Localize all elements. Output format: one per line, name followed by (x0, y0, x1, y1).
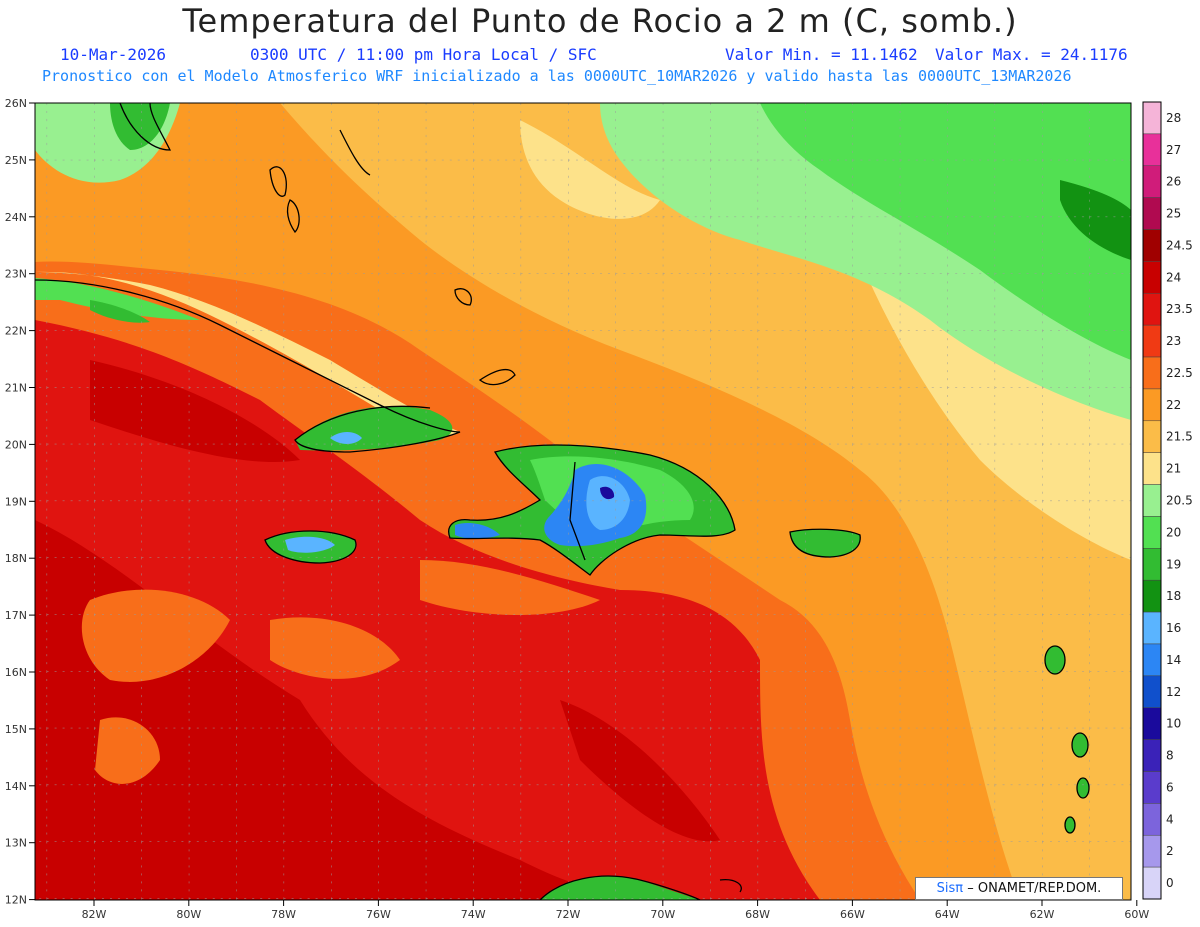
colorbar-swatch (1142, 866, 1162, 900)
colorbar-swatch (1142, 197, 1162, 230)
colorbar-swatch (1142, 643, 1162, 677)
colorbar-label: 0 (1166, 876, 1174, 890)
colorbar-swatch (1142, 516, 1162, 549)
colorbar-swatch (1142, 101, 1162, 135)
colorbar-label: 10 (1166, 717, 1181, 731)
colorbar-label: 24.5 (1166, 238, 1193, 252)
colorbar: 2827262524.52423.52322.52221.52120.52019… (1142, 101, 1193, 900)
colorbar-swatch (1142, 356, 1162, 390)
colorbar-label: 21 (1166, 462, 1181, 476)
lat-label: 23N (5, 268, 27, 281)
lon-label: 66W (840, 908, 865, 921)
lat-label: 25N (5, 154, 27, 167)
colorbar-swatch (1142, 293, 1162, 326)
colorbar-label: 26 (1166, 175, 1181, 189)
colorbar-label: 25 (1166, 207, 1181, 221)
colorbar-swatch (1142, 420, 1162, 453)
colorbar-swatch (1142, 611, 1162, 645)
colorbar-swatch (1142, 261, 1162, 294)
lon-label: 64W (935, 908, 960, 921)
colorbar-label: 8 (1166, 749, 1174, 763)
colorbar-label: 16 (1166, 621, 1181, 635)
colorbar-swatch (1142, 675, 1162, 708)
colorbar-label: 28 (1166, 111, 1181, 125)
credit-box: Sisπ – ONAMET/REP.DOM. (915, 877, 1123, 900)
model-info: Pronostico con el Modelo Atmosferico WRF… (42, 67, 1072, 85)
colorbar-label: 2 (1166, 844, 1174, 858)
longitude-axis: 82W 80W 78W 76W 74W 72W 70W 68W 66W 64W 62W 60W (82, 900, 1149, 921)
lon-label: 60W (1124, 908, 1149, 921)
forecast-time: 0300 UTC / 11:00 pm Hora Local / SFC (250, 45, 597, 64)
lat-label: 16N (5, 666, 27, 679)
lon-label: 76W (366, 908, 391, 921)
colorbar-swatch (1142, 165, 1162, 198)
lat-label: 21N (5, 382, 27, 395)
sis-logo-text: Sisπ (936, 881, 964, 896)
colorbar-frame (1142, 101, 1162, 900)
lon-label: 78W (271, 908, 296, 921)
lat-label: 14N (5, 780, 27, 793)
colorbar-swatch (1142, 579, 1162, 613)
lat-label: 17N (5, 609, 27, 622)
credit-text: – ONAMET/REP.DOM. (967, 881, 1102, 896)
lon-label: 70W (650, 908, 675, 921)
colorbar-label: 14 (1166, 653, 1181, 667)
colorbar-label: 12 (1166, 685, 1181, 699)
colorbar-swatch (1142, 324, 1162, 358)
coastlines (35, 103, 1090, 900)
colorbar-label: 21.5 (1166, 430, 1193, 444)
colorbar-swatch (1142, 452, 1162, 485)
lon-label: 72W (556, 908, 581, 921)
colorbar-label: 19 (1166, 557, 1181, 571)
lon-label: 68W (745, 908, 770, 921)
max-value: Valor Max. = 24.1176 (935, 45, 1128, 64)
colorbar-label: 22 (1166, 398, 1181, 412)
colorbar-label: 20 (1166, 525, 1181, 539)
colorbar-label: 20.5 (1166, 494, 1193, 508)
lat-label: 12N (5, 894, 27, 907)
colorbar-label: 23.5 (1166, 302, 1193, 316)
forecast-date: 10-Mar-2026 (60, 45, 166, 64)
lat-label: 24N (5, 211, 27, 224)
lon-label: 74W (461, 908, 486, 921)
colorbar-swatch (1142, 834, 1162, 868)
lat-label: 13N (5, 837, 27, 850)
map-title: Temperatura del Punto de Rocio a 2 m (C,… (182, 2, 1018, 40)
colorbar-label: 22.5 (1166, 366, 1193, 380)
colorbar-label: 6 (1166, 780, 1174, 794)
colorbar-swatch (1142, 548, 1162, 581)
colorbar-label: 18 (1166, 589, 1181, 603)
colorbar-swatch (1142, 229, 1162, 262)
colorbar-label: 4 (1166, 812, 1174, 826)
lat-label: 19N (5, 495, 27, 508)
colorbar-swatch (1142, 771, 1162, 804)
latitude-axis: 26N 25N 24N 23N 22N 21N 20N 19N 18N 17N 16N 15N 14N 1… (5, 97, 35, 907)
colorbar-label: 24 (1166, 270, 1181, 284)
colorbar-swatch (1142, 388, 1162, 422)
min-value: Valor Min. = 11.1462 (725, 45, 918, 64)
lat-label: 15N (5, 723, 27, 736)
colorbar-swatch (1142, 739, 1162, 772)
lat-label: 20N (5, 438, 27, 451)
colorbar-label: 27 (1166, 143, 1181, 157)
colorbar-swatch (1142, 484, 1162, 517)
lat-label: 22N (5, 325, 27, 338)
colorbar-swatch (1142, 133, 1162, 167)
lat-label: 18N (5, 552, 27, 565)
colorbar-label: 23 (1166, 334, 1181, 348)
lon-label: 82W (82, 908, 107, 921)
colorbar-swatch (1142, 803, 1162, 836)
shaded-field (35, 103, 1131, 900)
lon-label: 62W (1030, 908, 1055, 921)
lon-label: 80W (176, 908, 201, 921)
lat-label: 26N (5, 97, 27, 110)
colorbar-swatch (1142, 707, 1162, 740)
